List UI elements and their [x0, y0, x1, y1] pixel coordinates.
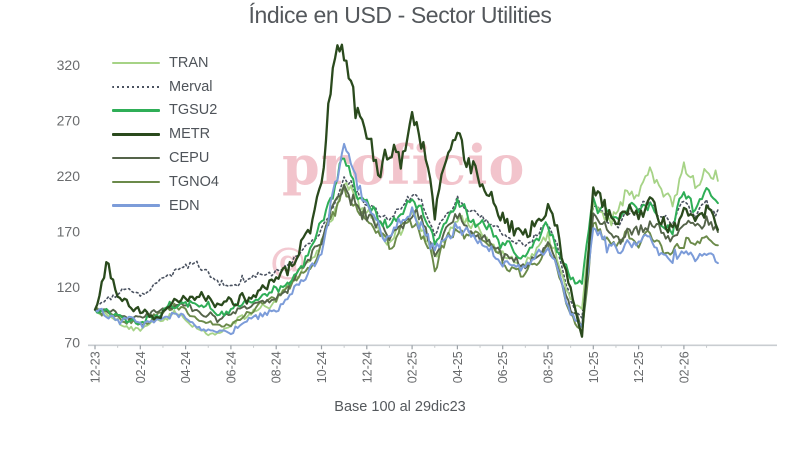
legend-swatch-cepu [112, 156, 160, 160]
x-tick-label: 10-24 [315, 351, 329, 383]
chart-caption: Base 100 al 29dic23 [334, 399, 466, 415]
x-tick-label: 08-25 [542, 351, 556, 383]
x-tick-label: 12-25 [632, 351, 646, 383]
series-line-tgsu2 [94, 157, 719, 326]
legend-label-merval: Merval [169, 78, 213, 95]
legend-swatch-tgsu2 [112, 109, 160, 112]
legend-swatch-tran [112, 61, 160, 65]
x-tick-label: 02-25 [406, 351, 420, 383]
legend-label-metr: METR [169, 126, 211, 143]
legend-item-tgsu2: TGSU2 [112, 99, 219, 123]
legend-swatch-edn [112, 204, 160, 207]
legend-item-cepu: CEPU [112, 146, 219, 170]
legend-label-tran: TRAN [169, 54, 209, 71]
x-tick-label: 08-24 [270, 351, 284, 383]
y-tick-label: 270 [57, 113, 81, 129]
y-tick-label: 120 [57, 279, 81, 295]
x-tick-label: 10-25 [587, 351, 601, 383]
y-tick-label: 220 [57, 168, 81, 184]
legend-label-cepu: CEPU [169, 150, 210, 167]
x-tick-label: 04-25 [451, 351, 465, 383]
legend-item-metr: METR [112, 122, 219, 146]
series-line-merval [94, 176, 719, 319]
x-tick-label: 12-24 [360, 351, 374, 383]
series-line-metr [93, 43, 720, 338]
legend-swatch-merval [112, 85, 160, 88]
chart-title: Índice en USD - Sector Utilities [248, 2, 552, 28]
legend-item-tran: TRAN [112, 51, 219, 75]
x-tick-label: 12-23 [89, 351, 103, 383]
legend-label-edn: EDN [169, 197, 200, 214]
series-line-edn [94, 142, 719, 336]
legend-swatch-tgno4 [112, 180, 160, 184]
x-tick-label: 06-25 [496, 351, 510, 383]
x-tick-label: 06-24 [224, 351, 238, 383]
legend-swatch-metr [112, 132, 160, 136]
y-tick-label: 70 [64, 335, 80, 351]
x-tick-label: 02-26 [677, 351, 691, 383]
x-tick-label: 04-24 [179, 351, 193, 383]
legend-item-tgno4: TGNO4 [112, 170, 219, 194]
legend-item-edn: EDN [112, 194, 219, 218]
y-tick-label: 170 [57, 224, 81, 240]
legend-label-tgsu2: TGSU2 [169, 102, 218, 119]
legend-item-merval: Merval [112, 75, 219, 99]
x-tick-label: 02-24 [134, 351, 148, 383]
chart-legend: TRAN Merval TGSU2 METR CEPU TGNO4 EDN [112, 51, 219, 218]
y-tick-label: 320 [57, 57, 81, 73]
legend-label-tgno4: TGNO4 [169, 173, 219, 190]
